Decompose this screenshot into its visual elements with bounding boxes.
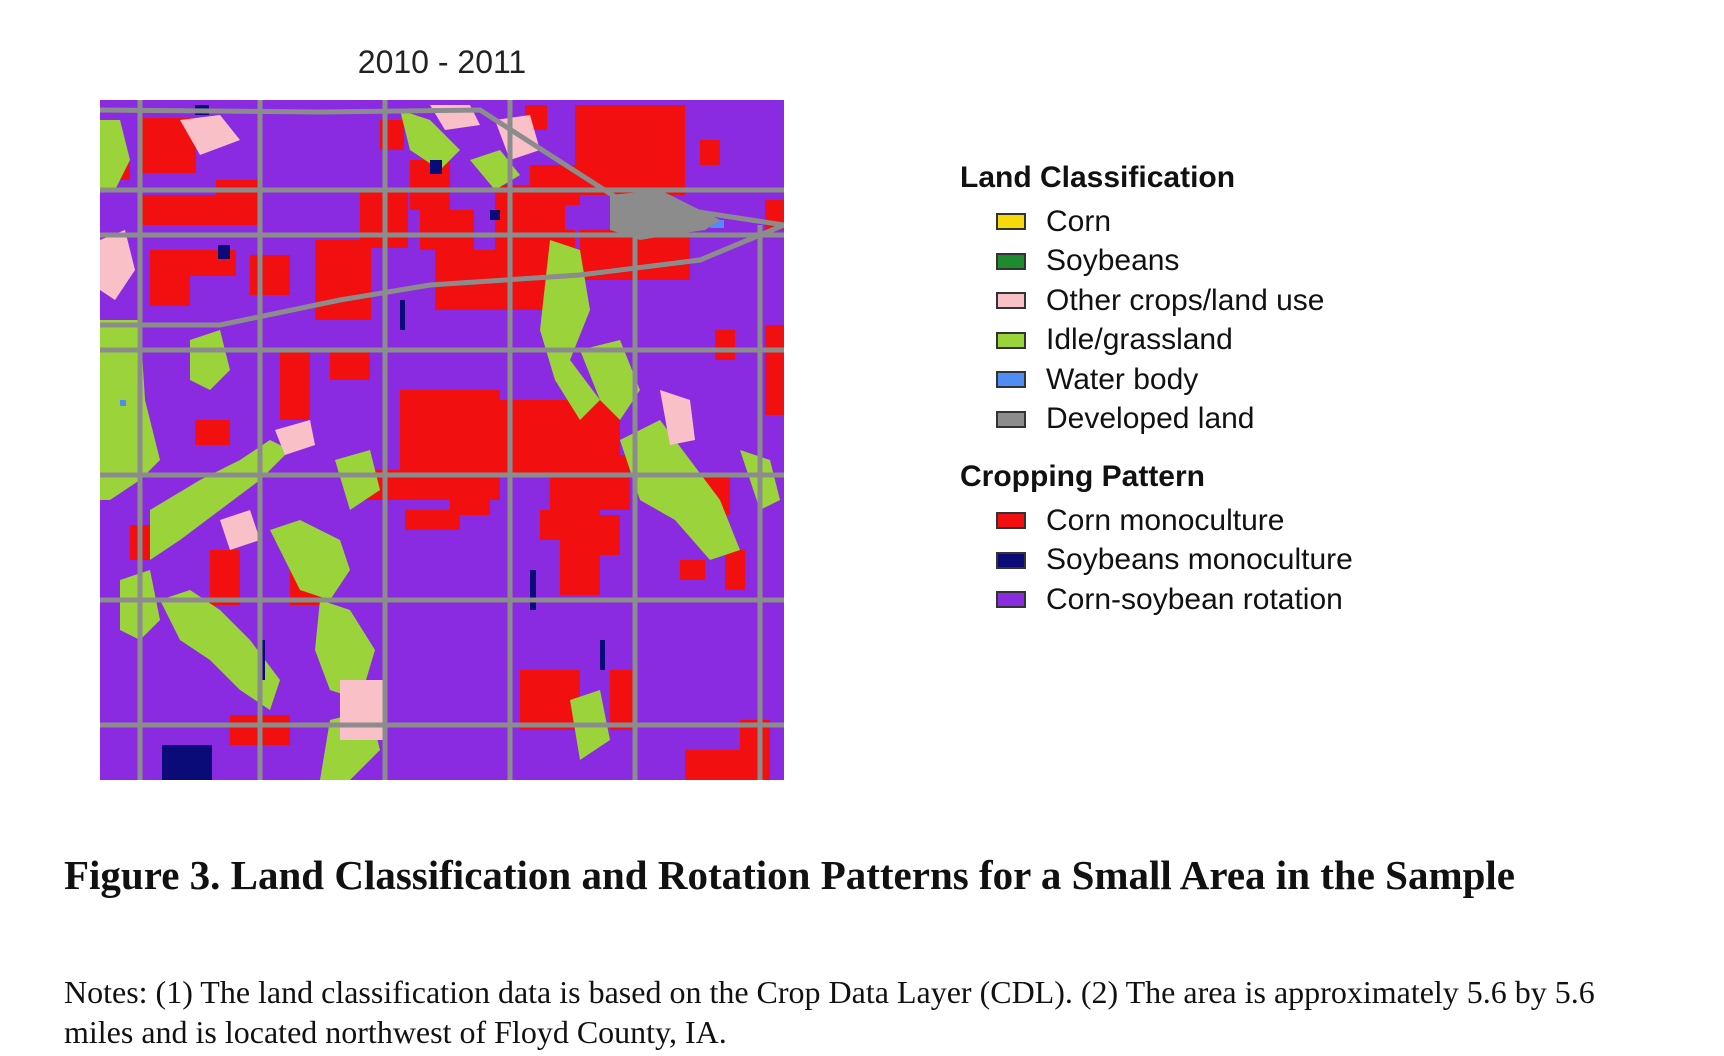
- legend-item-developed-land: Developed land: [996, 400, 1480, 440]
- legend-item-corn-monoculture: Corn monoculture: [996, 501, 1480, 541]
- legend-label: Other crops/land use: [1046, 283, 1325, 317]
- soybeans-monoculture-field: [600, 640, 605, 670]
- land-classification-list: Corn Soybeans Other crops/land use Idle/…: [996, 202, 1480, 439]
- road: [100, 107, 784, 228]
- legend-label: Soybeans monoculture: [1046, 543, 1353, 577]
- corn-field: [216, 180, 262, 225]
- soybeans-swatch: [996, 252, 1026, 270]
- legend-label: Water body: [1046, 362, 1199, 396]
- soybeans-monoculture-field: [490, 210, 500, 220]
- water-body-swatch: [996, 371, 1026, 389]
- legend-item-water-body: Water body: [996, 360, 1480, 400]
- corn-field: [450, 495, 490, 515]
- grassland-area: [100, 120, 130, 190]
- corn-monoculture-swatch: [996, 512, 1026, 530]
- grassland-area: [540, 240, 600, 420]
- corn-field: [740, 720, 770, 780]
- corn-field: [765, 385, 784, 415]
- corn-field: [765, 325, 784, 385]
- corn-soybean-rotation-swatch: [996, 591, 1026, 609]
- corn-field: [250, 255, 290, 295]
- water-body: [710, 220, 724, 228]
- other-crops-area: [100, 230, 135, 300]
- corn-field: [150, 250, 190, 306]
- grassland-area: [270, 520, 350, 600]
- corn-field: [280, 350, 310, 420]
- idle-grassland-swatch: [996, 331, 1026, 349]
- land-classification-heading: Land Classification: [960, 161, 1236, 194]
- roads: [100, 100, 784, 780]
- grassland-area: [580, 340, 640, 420]
- figure-caption-title: Figure 3. Land Classification and Rotati…: [64, 852, 1515, 898]
- corn-field: [680, 560, 705, 580]
- legend-item-idle-grassland: Idle/grassland: [996, 321, 1480, 361]
- corn-field: [405, 510, 460, 530]
- corn-field: [400, 390, 500, 500]
- other-crops-areas: [100, 105, 695, 740]
- other-crops-area: [220, 510, 260, 550]
- corn-field: [700, 140, 720, 165]
- other-crops-area: [275, 420, 315, 455]
- corn-field: [210, 550, 240, 605]
- developed-land-swatch: [996, 410, 1026, 428]
- water-bodies: [120, 220, 724, 406]
- grassland-area: [400, 110, 460, 170]
- legend-item-other-crops: Other crops/land use: [996, 281, 1480, 321]
- water-body: [120, 400, 126, 406]
- map-title: 2010 - 2011: [357, 44, 527, 80]
- grassland-area: [160, 590, 280, 710]
- corn-field: [725, 550, 745, 590]
- legend-item-soybeans: Soybeans: [996, 242, 1480, 282]
- corn-field: [195, 420, 230, 445]
- corn-field: [420, 210, 474, 250]
- soybeans-monoculture-field: [218, 245, 230, 259]
- legend-label: Corn monoculture: [1046, 503, 1285, 537]
- corn-swatch: [996, 213, 1026, 231]
- soybeans-monoculture-field: [162, 745, 212, 780]
- corn-field: [610, 670, 635, 730]
- road: [100, 222, 784, 328]
- map-graphic: [100, 100, 784, 780]
- corn-field: [630, 105, 680, 175]
- legend-label: Idle/grassland: [1046, 323, 1233, 357]
- legend-label: Corn: [1046, 204, 1112, 238]
- corn-field: [550, 455, 630, 510]
- legend-label: Soybeans: [1046, 244, 1180, 278]
- figure-caption-notes: Notes: (1) The land classification data …: [64, 974, 1595, 1050]
- corn-field: [330, 350, 370, 380]
- legend-item-soybeans-monoculture: Soybeans monoculture: [996, 541, 1480, 581]
- idle-grassland-areas: [100, 110, 780, 780]
- legend-label: Developed land: [1046, 402, 1255, 436]
- soybeans-monoculture-swatch: [996, 551, 1026, 569]
- cropping-pattern-heading: Cropping Pattern: [960, 460, 1205, 493]
- other-crops-area: [180, 115, 240, 155]
- corn-field: [315, 240, 371, 320]
- grassland-area: [150, 440, 290, 560]
- soybeans-monoculture-field: [430, 160, 442, 174]
- land-classification-map: [100, 100, 784, 780]
- other-crops-area: [660, 390, 695, 445]
- cropping-pattern-list: Corn monoculture Soybeans monoculture Co…: [996, 501, 1480, 620]
- grassland-area: [335, 450, 380, 510]
- corn-monoculture-fields: [100, 105, 784, 780]
- map-legend: Land Classification Corn Soybeans Other …: [960, 158, 1480, 620]
- other-crops-swatch: [996, 292, 1026, 310]
- grassland-area: [620, 420, 740, 560]
- corn-field: [685, 750, 745, 780]
- soybeans-monoculture-field: [400, 300, 405, 330]
- grassland-area: [190, 330, 230, 390]
- soybeans-monoculture-field: [530, 570, 536, 610]
- legend-item-corn: Corn: [996, 202, 1480, 242]
- corn-field: [715, 330, 735, 360]
- grassland-area: [100, 320, 160, 500]
- legend-item-corn-soybean-rotation: Corn-soybean rotation: [996, 580, 1480, 620]
- grassland-area: [315, 600, 375, 700]
- corn-field: [590, 515, 620, 555]
- legend-label: Corn-soybean rotation: [1046, 582, 1343, 616]
- other-crops-area: [340, 680, 385, 740]
